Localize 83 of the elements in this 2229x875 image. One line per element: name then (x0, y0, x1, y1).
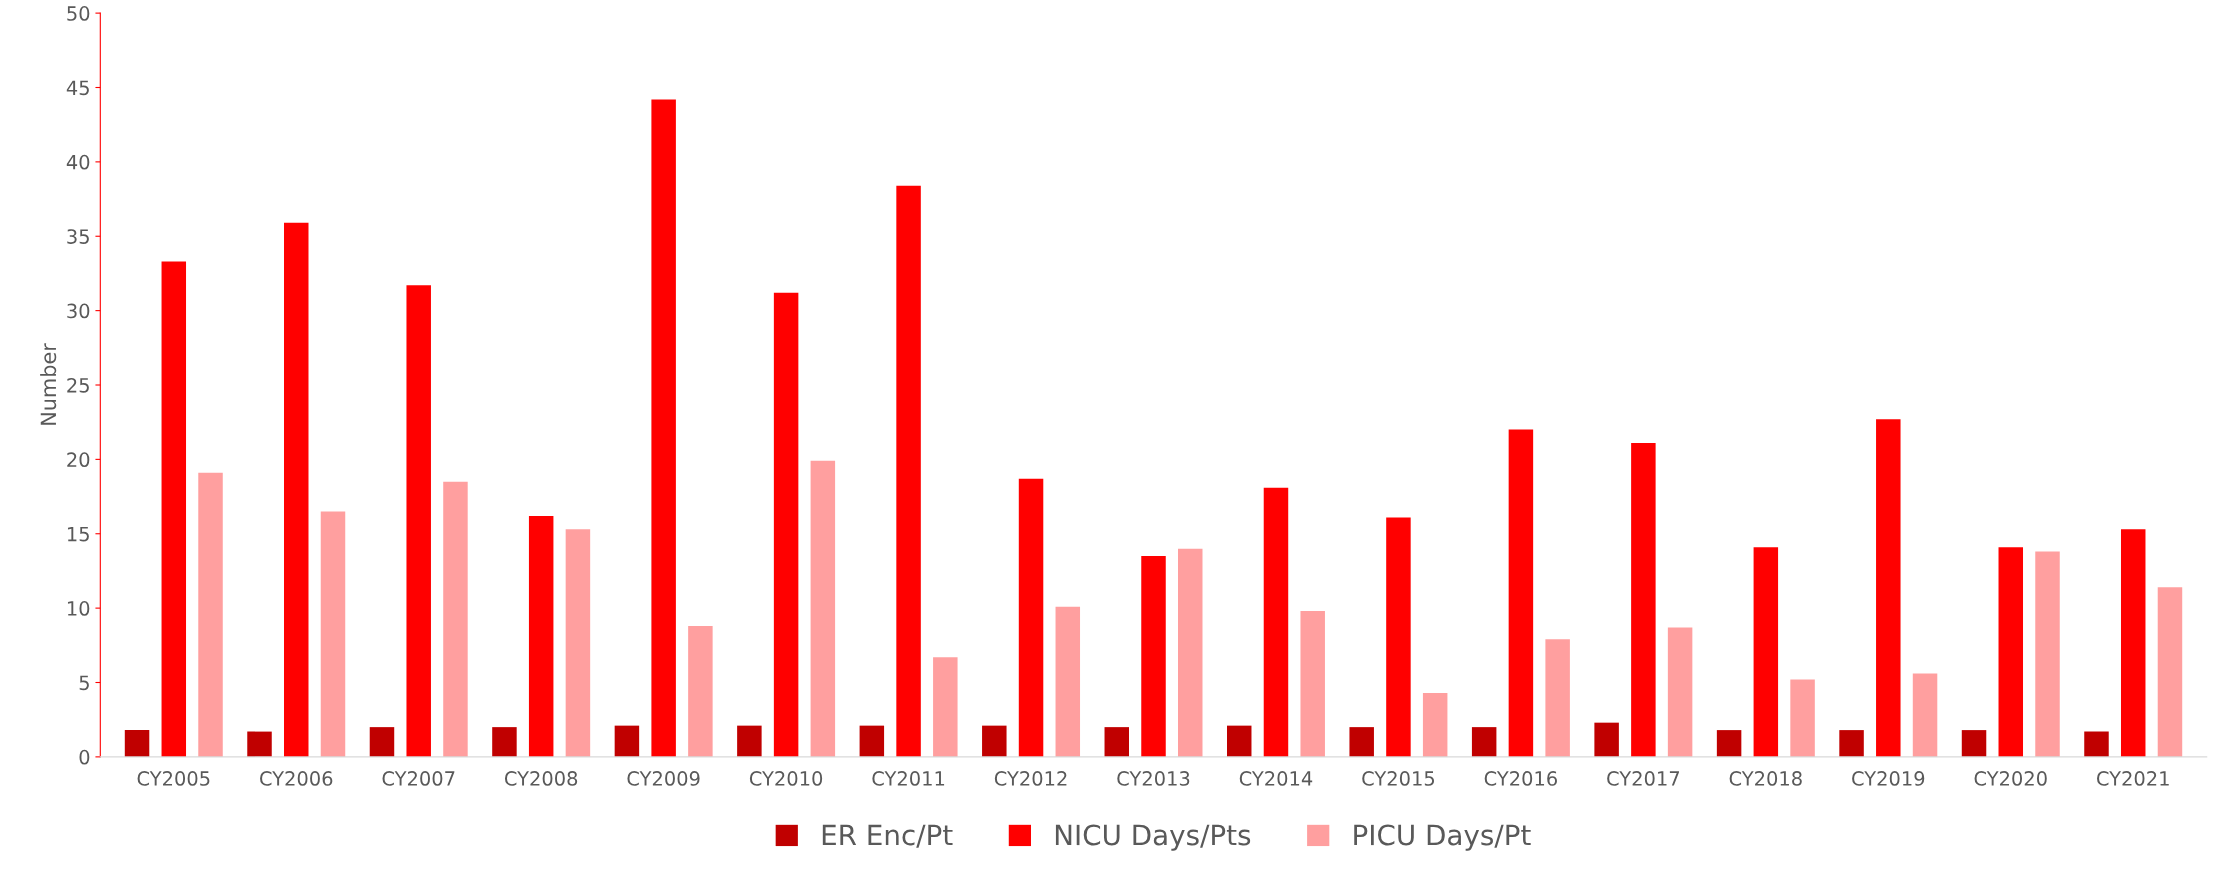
bar (1300, 611, 1325, 757)
x-tick-label: CY2016 (1484, 771, 1557, 786)
bar (688, 625, 713, 757)
bar (1018, 478, 1044, 757)
bar (1178, 548, 1203, 757)
bar (443, 481, 468, 757)
bar (1104, 727, 1130, 757)
y-tick-label: 40 (66, 154, 90, 170)
bar (1667, 627, 1693, 757)
bar (1912, 673, 1938, 757)
x-tick-label: CY2005 (137, 771, 210, 786)
bar (1876, 419, 1901, 757)
bar (859, 725, 885, 757)
bar (320, 511, 346, 757)
bar (369, 727, 395, 757)
bar (2157, 587, 2183, 757)
y-tick-label: 30 (67, 303, 90, 319)
bar (565, 529, 591, 757)
bar (1961, 730, 1987, 757)
x-tick-label: CY2018 (1729, 771, 1802, 786)
bar (1471, 727, 1497, 757)
x-tick-label: CY2014 (1239, 771, 1313, 786)
x-tick-label: CY2010 (749, 771, 823, 786)
bar (2035, 551, 2060, 757)
x-tick-label: CY2013 (1117, 771, 1190, 786)
y-tick-label: 25 (67, 377, 89, 393)
bar (161, 261, 187, 757)
bar (124, 730, 150, 757)
x-tick-label: CY2011 (872, 771, 945, 786)
bar (1753, 547, 1779, 757)
bar (406, 285, 431, 757)
bar (1631, 443, 1656, 757)
legend-label: PICU Days/Pt (1354, 824, 1531, 851)
bar (284, 222, 309, 757)
bar (528, 515, 554, 757)
bar (737, 725, 762, 757)
bar (651, 99, 676, 757)
bar (1422, 692, 1448, 757)
bar (614, 725, 640, 757)
bar (810, 460, 836, 757)
bar (1349, 727, 1374, 757)
legend-label: ER Enc/Pt (822, 824, 953, 848)
y-tick-label: 45 (66, 80, 89, 96)
bar (1226, 725, 1252, 757)
bar (1386, 517, 1411, 757)
bar (1716, 730, 1742, 757)
bar (982, 725, 1007, 757)
bar (1790, 679, 1815, 757)
legend-label: NICU Days/Pts (1055, 824, 1251, 851)
bar (1545, 639, 1570, 757)
x-tick-label: CY2009 (627, 771, 700, 786)
bar (933, 657, 958, 757)
bar (198, 472, 223, 757)
y-tick-label: 20 (67, 452, 90, 468)
x-tick-label: CY2012 (994, 771, 1067, 786)
x-tick-label: CY2017 (1607, 771, 1680, 786)
y-tick-label: 5 (79, 675, 89, 691)
y-tick-label: 10 (67, 601, 90, 616)
bar (2120, 529, 2146, 757)
bar (1055, 606, 1081, 757)
bar (247, 731, 272, 757)
bar (1508, 429, 1534, 757)
y-tick-label: 50 (67, 6, 90, 21)
x-tick-label: CY2006 (260, 771, 333, 786)
x-tick-label: CY2020 (1974, 771, 2047, 786)
bar (492, 727, 517, 757)
bar (1263, 487, 1289, 757)
bar (1594, 722, 1619, 757)
x-tick-label: CY2008 (504, 771, 578, 786)
y-tick-label: 15 (67, 526, 89, 542)
bar (1839, 730, 1864, 757)
y-axis-title: Number (40, 343, 57, 425)
x-tick-label: CY2019 (1852, 771, 1925, 786)
bar (1141, 556, 1166, 757)
bar (773, 292, 799, 757)
x-tick-label: CY2007 (382, 771, 455, 786)
y-tick-label: 0 (79, 749, 90, 765)
bar (1998, 547, 2024, 757)
bar (2084, 731, 2109, 757)
x-tick-label: CY2021 (2097, 771, 2169, 786)
x-tick-label: CY2015 (1362, 771, 1435, 786)
bar (896, 185, 921, 757)
y-tick-label: 35 (67, 229, 89, 244)
